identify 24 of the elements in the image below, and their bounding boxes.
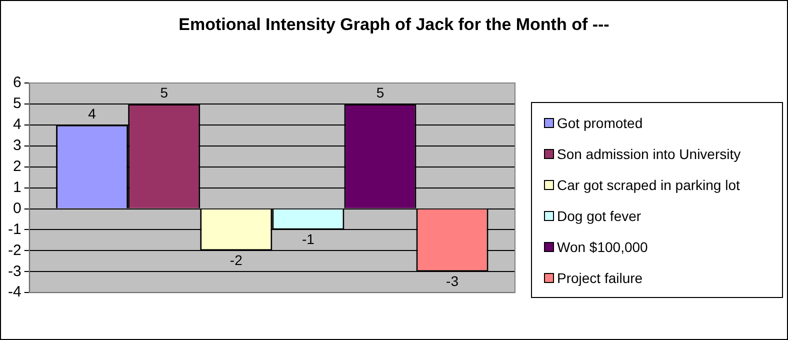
legend-label: Got promoted xyxy=(557,114,643,130)
y-tick-label: -4 xyxy=(8,284,22,301)
legend-label: Car got scraped in parking lot xyxy=(557,176,740,192)
legend-label: Dog got fever xyxy=(557,208,642,224)
data-label: -2 xyxy=(230,252,243,268)
y-tick-label: 6 xyxy=(12,74,22,92)
y-tick-label: 2 xyxy=(12,158,22,175)
y-tick-label: -2 xyxy=(8,242,22,259)
y-tick-label: 1 xyxy=(12,178,22,196)
data-label: -1 xyxy=(302,231,315,248)
y-tick-label: 3 xyxy=(12,137,22,154)
y-tick-label: -1 xyxy=(8,220,22,238)
data-label: -3 xyxy=(446,272,459,289)
chart-title: Emotional Intensity Graph of Jack for the Month of --- xyxy=(178,15,610,35)
y-tick-label: 4 xyxy=(12,116,22,134)
legend-label: Won $100,000 xyxy=(557,238,648,254)
data-label: 5 xyxy=(160,84,168,100)
data-label: 4 xyxy=(88,105,96,122)
data-label: 5 xyxy=(376,84,384,100)
legend-label: Project failure xyxy=(557,270,643,286)
legend-label: Son admission into University xyxy=(557,146,741,162)
y-tick-label: -3 xyxy=(8,262,22,280)
y-tick-label: 5 xyxy=(12,95,22,112)
y-tick-label: 0 xyxy=(12,200,22,217)
